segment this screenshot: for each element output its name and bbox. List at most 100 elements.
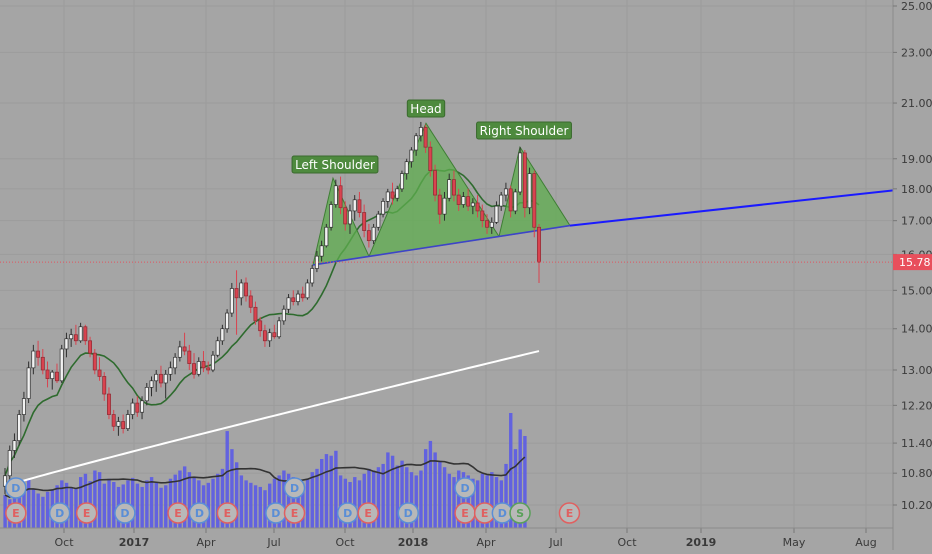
candle-79 — [376, 210, 381, 231]
volume-bar-58 — [277, 475, 281, 528]
volume-bar-91 — [433, 452, 437, 528]
last-price-tag-bg — [893, 254, 932, 271]
volume-bar-98 — [466, 475, 470, 528]
volume-bar-22 — [107, 478, 111, 528]
event-marker-label-10: D — [290, 482, 299, 495]
candle-84 — [400, 170, 404, 192]
candle-body-5 — [26, 367, 31, 399]
candle-body-59 — [281, 308, 286, 322]
candle-53 — [253, 301, 258, 325]
price-axis[interactable]: 25.0023.0021.0019.0018.0017.0016.0015.00… — [892, 0, 932, 550]
candle-41 — [196, 357, 201, 377]
volume-bar-23 — [112, 482, 116, 528]
candle-body-56 — [267, 332, 272, 342]
event-marker-11: D — [336, 502, 359, 524]
event-marker-1: D — [5, 477, 27, 499]
candle-body-9 — [45, 369, 50, 379]
candle-3 — [17, 409, 22, 446]
event-marker-circle-0 — [5, 502, 27, 524]
event-marker-label-9: E — [291, 507, 299, 520]
candle-60 — [286, 294, 291, 314]
candle-5 — [26, 361, 31, 404]
time-tick-label-11: Aug — [855, 536, 876, 549]
event-marker-label-18: S — [516, 507, 524, 520]
volume-bar-44 — [211, 478, 215, 528]
candle-body-70 — [333, 185, 338, 205]
volume-bar-85 — [405, 467, 409, 528]
event-marker-circle-10 — [283, 477, 306, 499]
candle-6 — [31, 344, 36, 375]
volume-bar-65 — [310, 472, 314, 528]
event-marker-4: D — [114, 502, 136, 524]
event-marker-circle-9 — [283, 502, 306, 524]
candle-52 — [248, 290, 253, 314]
label-left-shoulder-text: Left Shoulder — [295, 158, 375, 172]
event-marker-circle-18 — [509, 502, 531, 524]
volume-bar-107 — [509, 413, 513, 528]
volume-bar-47 — [225, 431, 229, 528]
event-marker-label-13: D — [404, 507, 413, 520]
candle-body-14 — [69, 334, 74, 340]
candle-2 — [12, 433, 17, 458]
candle-body-71 — [338, 185, 343, 209]
candle-21 — [102, 372, 107, 401]
candle-body-43 — [206, 367, 211, 371]
volume-bar-104 — [494, 477, 499, 528]
pattern-labels: Left Shoulder Head Right Shoulder — [291, 99, 572, 174]
volume-bar-21 — [102, 483, 107, 528]
volume-bar-54 — [258, 486, 262, 528]
volume-bar-39 — [187, 472, 192, 528]
candle-47 — [225, 309, 230, 333]
time-tick-label-9: 2019 — [686, 536, 717, 549]
volume-bar-110 — [523, 436, 527, 528]
candle-34 — [163, 369, 168, 399]
candle-body-35 — [168, 367, 173, 375]
candle-body-69 — [329, 204, 334, 228]
candle-106 — [503, 182, 508, 202]
event-marker-14: E — [454, 502, 476, 524]
candle-body-104 — [494, 205, 499, 223]
candle-body-20 — [97, 369, 102, 377]
event-marker-label-6: D — [195, 507, 204, 520]
candle-16 — [78, 322, 83, 343]
price-tick-label-9: 13.00 — [901, 364, 932, 377]
candle-61 — [291, 290, 296, 306]
candle-body-82 — [390, 191, 395, 199]
time-tick-label-0: Oct — [54, 536, 74, 549]
candle-17 — [83, 324, 88, 345]
candle-0 — [3, 468, 7, 495]
candle-54 — [258, 316, 263, 337]
candle-57 — [272, 324, 277, 339]
candle-body-6 — [31, 350, 36, 369]
event-marker-2: D — [48, 502, 71, 524]
candle-77 — [366, 223, 371, 248]
candle-75 — [357, 191, 362, 218]
volume-bar-83 — [395, 465, 400, 528]
candle-102 — [485, 214, 489, 234]
candle-59 — [281, 305, 286, 325]
volume-bar-78 — [372, 470, 376, 528]
time-axis[interactable]: Oct 2017 Apr Jul Oct 2018 Apr Jul Oct 2019 May Aug — [0, 527, 893, 549]
candle-62 — [296, 290, 300, 306]
candle-body-94 — [447, 179, 452, 199]
candle-83 — [395, 185, 400, 202]
candle-body-16 — [78, 326, 83, 342]
candle-body-106 — [503, 188, 508, 196]
volume-bar-55 — [263, 490, 267, 528]
volume-bar-97 — [461, 472, 466, 528]
candle-body-42 — [201, 361, 206, 369]
event-marker-8: D — [265, 502, 287, 524]
event-markers: EDD E D E D E D EDD E D EDE D S E — [5, 477, 581, 524]
candle-55 — [262, 324, 267, 347]
event-marker-circle-6 — [188, 502, 211, 524]
candle-15 — [73, 324, 78, 345]
label-right-shoulder: Right Shoulder — [476, 121, 572, 140]
volume-moving-average-line — [4, 456, 526, 499]
volume-bar-100 — [475, 480, 480, 528]
volume-bar-15 — [74, 488, 78, 528]
price-tick-label-10: 12.20 — [901, 399, 932, 412]
candle-body-105 — [499, 194, 504, 207]
volume-bar-51 — [244, 480, 248, 528]
